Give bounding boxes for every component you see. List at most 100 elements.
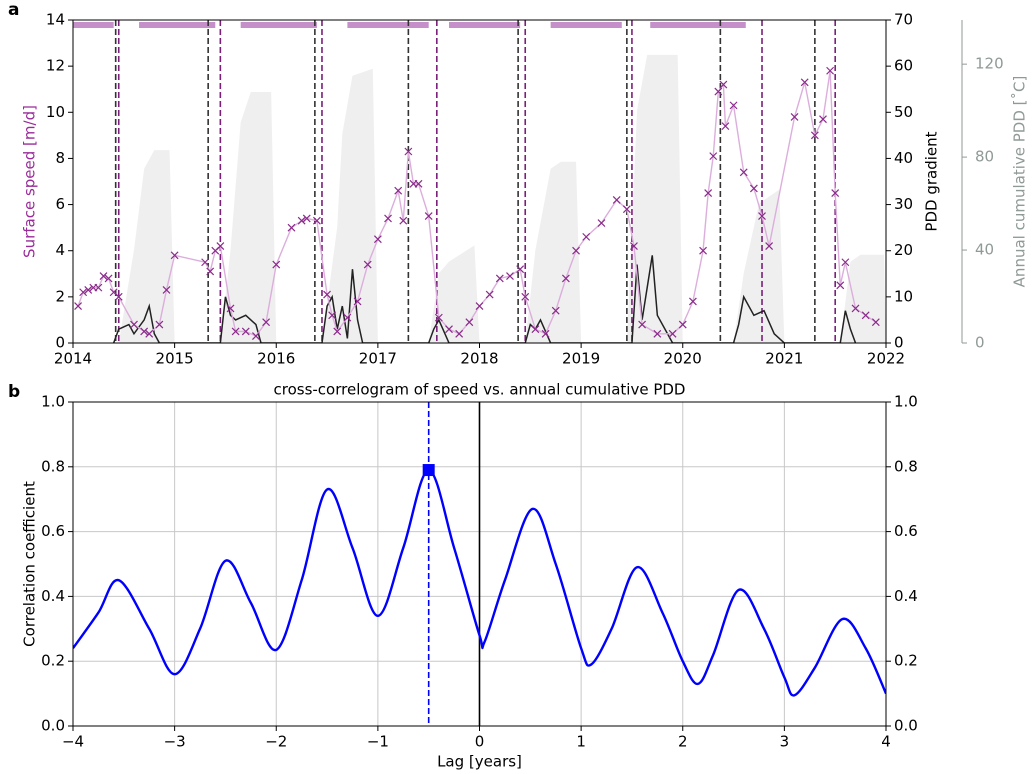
x-tick-label: 2021 bbox=[765, 350, 803, 368]
marker bbox=[841, 258, 850, 267]
marker bbox=[363, 260, 372, 269]
marker bbox=[84, 286, 93, 294]
marker bbox=[561, 274, 570, 283]
marker bbox=[531, 325, 540, 334]
season-span bbox=[449, 22, 521, 28]
x-tick-label: −1 bbox=[367, 733, 389, 751]
y3-axis-label: Annual cumulative PDD [˚C] bbox=[1011, 76, 1029, 288]
x-tick-label: 2016 bbox=[257, 350, 295, 368]
marker bbox=[333, 327, 342, 336]
y2-tick-label: 20 bbox=[894, 241, 913, 259]
marker bbox=[831, 189, 840, 197]
y-tick-label: 12 bbox=[46, 57, 65, 75]
marker bbox=[826, 66, 835, 75]
y-axis-label: Surface speed [m/d] bbox=[21, 105, 39, 258]
marker bbox=[130, 320, 138, 329]
y-tick-label: 10 bbox=[46, 103, 65, 121]
season-span bbox=[550, 22, 622, 28]
y3-tick-label: 40 bbox=[975, 241, 994, 259]
marker bbox=[739, 168, 748, 177]
marker bbox=[790, 112, 799, 121]
marker bbox=[104, 274, 113, 283]
y2-tick-label: 70 bbox=[894, 11, 913, 29]
y-tick-label: 0.0 bbox=[41, 717, 65, 735]
season-span bbox=[240, 22, 317, 28]
marker bbox=[353, 297, 362, 306]
y-tick-label: 0 bbox=[55, 334, 65, 352]
y-tick-label: 14 bbox=[46, 11, 65, 29]
marker bbox=[162, 286, 171, 294]
marker bbox=[800, 78, 809, 87]
panel-label: b bbox=[8, 382, 20, 402]
marker bbox=[749, 184, 758, 193]
marker bbox=[216, 242, 225, 251]
y-tick-label: 0.2 bbox=[41, 652, 65, 670]
x-tick-label: 2 bbox=[678, 733, 688, 751]
x-tick-label: 2015 bbox=[156, 350, 194, 368]
marker bbox=[262, 318, 271, 327]
marker bbox=[714, 87, 723, 96]
y3-tick-label: 120 bbox=[975, 55, 1004, 73]
marker bbox=[699, 246, 707, 255]
y3-tick-label: 0 bbox=[975, 334, 985, 352]
x-tick-label: 2019 bbox=[562, 350, 600, 368]
x-tick-label: −2 bbox=[265, 733, 287, 751]
marker bbox=[704, 189, 713, 197]
x-tick-label: 2020 bbox=[664, 350, 702, 368]
marker bbox=[551, 306, 560, 315]
marker bbox=[638, 320, 647, 329]
marker bbox=[373, 235, 382, 244]
marker bbox=[836, 281, 845, 290]
marker bbox=[206, 267, 215, 276]
marker bbox=[861, 311, 870, 320]
marker bbox=[343, 313, 352, 322]
marker bbox=[871, 318, 880, 327]
y-tick-label: 0.6 bbox=[41, 522, 65, 540]
y2-tick-label: 10 bbox=[894, 287, 913, 305]
marker bbox=[94, 283, 103, 292]
marker bbox=[719, 80, 728, 89]
marker bbox=[572, 246, 580, 255]
y-axis-label: Correlation coefficient bbox=[21, 481, 39, 647]
plot-area bbox=[73, 20, 886, 343]
marker bbox=[445, 325, 453, 334]
marker bbox=[231, 327, 240, 336]
marker bbox=[709, 152, 718, 161]
series-line bbox=[112, 255, 857, 343]
marker bbox=[114, 292, 123, 301]
marker bbox=[758, 212, 766, 221]
x-axis-label: Lag [years] bbox=[437, 753, 522, 771]
marker bbox=[622, 205, 631, 214]
season-span bbox=[650, 22, 746, 28]
marker bbox=[394, 186, 403, 195]
y2-axis-label: PDD gradient bbox=[923, 131, 941, 231]
marker bbox=[678, 320, 687, 329]
plot-area bbox=[73, 402, 886, 726]
peak-marker bbox=[422, 464, 435, 477]
area bbox=[118, 54, 886, 343]
marker bbox=[302, 214, 311, 223]
marker bbox=[155, 320, 164, 329]
marker bbox=[424, 212, 433, 221]
y2-tick-label: 1.0 bbox=[894, 393, 918, 411]
y-tick-label: 4 bbox=[55, 241, 65, 259]
x-tick-label: 1 bbox=[576, 733, 586, 751]
marker bbox=[819, 115, 827, 124]
marker bbox=[297, 216, 306, 225]
marker bbox=[287, 223, 296, 232]
marker bbox=[668, 329, 677, 338]
x-tick-label: −3 bbox=[164, 733, 186, 751]
marker bbox=[74, 302, 83, 311]
marker bbox=[384, 214, 392, 223]
marker bbox=[455, 329, 464, 338]
y2-tick-label: 0 bbox=[894, 334, 904, 352]
marker bbox=[612, 196, 621, 204]
marker bbox=[485, 290, 494, 299]
y2-tick-label: 0.0 bbox=[894, 717, 918, 735]
marker bbox=[506, 272, 514, 281]
series-line bbox=[73, 468, 886, 697]
y3-tick-label: 80 bbox=[975, 148, 994, 166]
chart-title: cross-correlogram of speed vs. annual cu… bbox=[274, 381, 686, 399]
marker bbox=[226, 304, 235, 313]
